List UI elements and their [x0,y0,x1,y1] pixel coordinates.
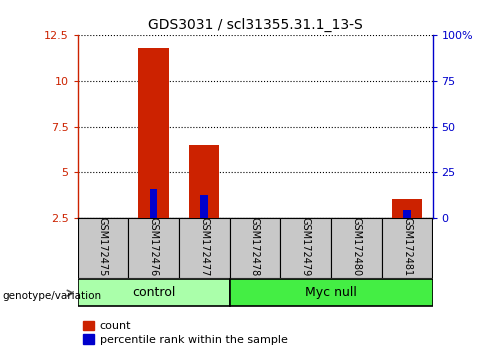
Bar [382,218,432,278]
Text: genotype/variation: genotype/variation [2,291,102,301]
Legend: count, percentile rank within the sample: count, percentile rank within the sample [83,321,288,345]
Text: Myc null: Myc null [305,286,357,299]
Bar [230,279,432,307]
Text: GSM172479: GSM172479 [300,217,310,276]
Bar [78,279,230,307]
Text: GSM172478: GSM172478 [250,217,260,276]
Text: GSM172481: GSM172481 [402,217,412,276]
Text: control: control [132,286,176,299]
Bar [392,200,422,218]
Bar [179,218,230,278]
Text: GSM172475: GSM172475 [98,217,108,276]
Bar [128,218,179,278]
Text: GSM172480: GSM172480 [352,217,362,276]
Bar [404,210,411,218]
Bar [280,218,331,278]
Bar [150,189,158,218]
Bar [200,195,208,218]
Bar [138,48,169,218]
Bar [331,218,382,278]
Bar [230,218,280,278]
Text: GSM172476: GSM172476 [148,217,158,276]
Bar [189,145,220,218]
Bar [78,218,128,278]
Text: GSM172477: GSM172477 [200,217,209,276]
Title: GDS3031 / scl31355.31.1_13-S: GDS3031 / scl31355.31.1_13-S [148,17,362,32]
